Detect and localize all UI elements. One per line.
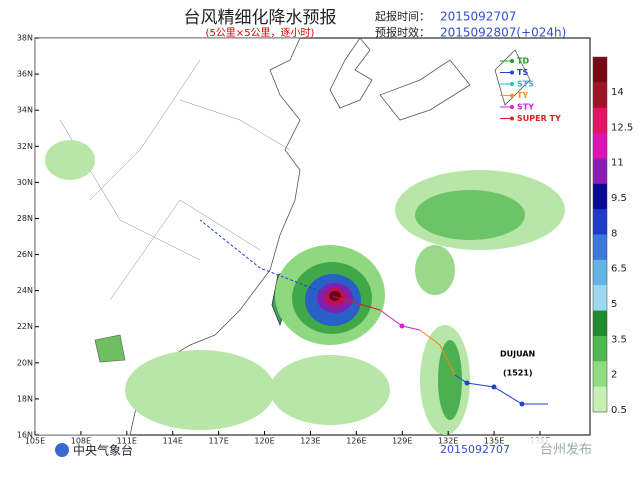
legend-dot: [510, 93, 514, 98]
legend-dot: [510, 82, 514, 86]
colorbar-swatch: [593, 361, 607, 388]
legend-dot: [510, 116, 514, 121]
lead-label: 预报时效：: [375, 25, 430, 39]
start-label: 起报时间：: [375, 9, 430, 23]
colorbar-label: 8: [611, 228, 617, 239]
colorbar-label: 5: [611, 299, 617, 310]
lat-label: 26N: [17, 250, 33, 259]
colorbar-swatch: [593, 335, 607, 362]
legend-dot: [510, 105, 514, 109]
colorbar-label: 14: [611, 87, 624, 98]
colorbar-label: 11: [611, 158, 624, 169]
lon-label: 123E: [300, 437, 320, 446]
colorbar-swatch: [593, 57, 607, 83]
footer-time: 2015092707: [440, 443, 510, 456]
precipitation: [45, 140, 565, 435]
colorbar-swatch: [593, 234, 607, 261]
lat-label: 36N: [17, 70, 33, 79]
lat-label: 38N: [17, 34, 33, 43]
colorbar-label: 6.5: [611, 264, 627, 275]
lat-label: 30N: [17, 178, 33, 187]
colorbar-swatch: [593, 285, 607, 312]
legend-dot: [510, 70, 514, 75]
legend: TD TS STS TY STY SUPER TY: [500, 57, 561, 123]
watermark-bg: [515, 438, 605, 460]
colorbar-label: 3.5: [611, 334, 627, 345]
colorbar-label: 0.5: [611, 405, 627, 416]
agency: 中央气象台: [73, 443, 133, 458]
lat-label: 20N: [17, 358, 33, 367]
colorbar-swatch: [593, 310, 607, 337]
lon-label: 120E: [254, 437, 274, 446]
legend-label: STS: [517, 80, 534, 89]
legend-label: TS: [517, 68, 528, 77]
lead-time: 2015092807(+024h): [440, 26, 566, 40]
start-time: 2015092707: [440, 10, 516, 24]
typhoon-number: (1521): [503, 369, 533, 378]
colorbar-swatch: [593, 386, 607, 413]
colorbar-swatch: [593, 183, 607, 210]
colorbar-swatch: [593, 133, 607, 159]
colorbar-swatch: [593, 209, 607, 235]
lat-label: 18N: [17, 394, 33, 403]
lat-label: 28N: [17, 214, 33, 223]
lon-label: 108E: [71, 437, 91, 446]
colorbar-swatch: [593, 82, 607, 109]
colorbar-swatch: [593, 107, 607, 134]
lon-label: 135E: [484, 437, 504, 446]
lon-label: 105E: [25, 437, 45, 446]
lat-label: 34N: [17, 106, 33, 115]
typhoon-name: DUJUAN: [500, 350, 535, 359]
axis-labels: 38N 36N 34N 32N 30N 28N 26N 24N 22N 20N 18N 16N105E…: [17, 34, 550, 446]
colorbar-frame: [592, 56, 608, 413]
logo: [55, 443, 69, 457]
legend-dot: [510, 59, 514, 63]
colorbar-swatch: [593, 259, 607, 286]
subtitle: (5公里×5公里，逐小时): [206, 27, 315, 39]
watermark: 台州发布: [540, 442, 592, 458]
colorbar-label: 9.5: [611, 193, 627, 204]
typhoon-track: [199, 219, 548, 407]
lat-label: 16N: [17, 431, 33, 440]
lon-label: 132E: [438, 437, 458, 446]
lat-label: 24N: [17, 286, 33, 295]
colorbar-swatch: [593, 158, 607, 185]
title: 台风精细化降水预报: [184, 8, 337, 28]
colorbar-label: 2: [611, 370, 617, 381]
lon-label: 117E: [208, 437, 228, 446]
lon-label: 126E: [346, 437, 366, 446]
legend-label: SUPER TY: [517, 114, 561, 123]
lon-label: 129E: [392, 437, 412, 446]
lon-label: 111E: [117, 437, 137, 446]
legend-label: TY: [517, 91, 528, 100]
colorbar: 14 12.5 11 9.5 8 6.5 5 3.5 2 0.5: [592, 56, 633, 416]
lon-label: 114E: [163, 437, 183, 446]
lat-label: 22N: [17, 322, 33, 331]
lat-label: 32N: [17, 142, 33, 151]
legend-label: TD: [517, 57, 529, 66]
legend-label: STY: [517, 103, 534, 112]
colorbar-label: 12.5: [611, 122, 633, 133]
